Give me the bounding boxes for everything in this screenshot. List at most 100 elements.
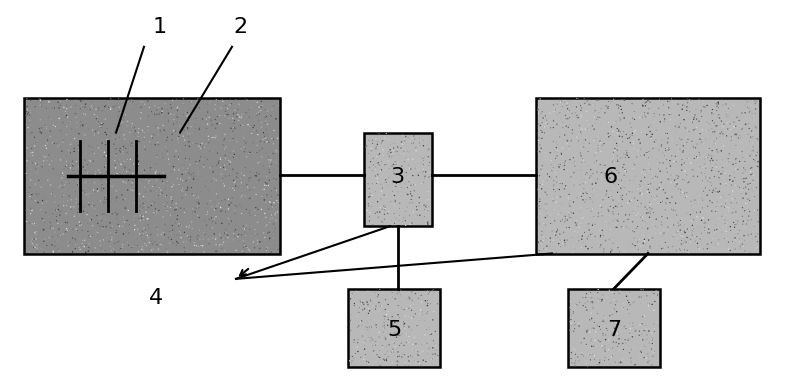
Point xyxy=(409,357,422,363)
Point xyxy=(700,128,713,134)
Point xyxy=(214,156,227,162)
Point xyxy=(357,328,370,335)
Point xyxy=(228,151,241,158)
Point xyxy=(726,238,739,245)
Point xyxy=(704,241,717,247)
Point xyxy=(222,238,234,245)
Point xyxy=(136,102,149,108)
Point xyxy=(583,329,596,335)
Point xyxy=(689,112,702,119)
Point xyxy=(114,147,126,154)
Point xyxy=(131,168,144,174)
Point xyxy=(21,103,34,110)
Point xyxy=(742,121,755,127)
Point xyxy=(172,223,185,229)
Point xyxy=(55,148,68,154)
Point xyxy=(114,129,127,136)
Point xyxy=(599,325,612,332)
Point xyxy=(145,202,158,209)
Point xyxy=(265,212,278,218)
Point xyxy=(586,352,598,358)
Point xyxy=(372,215,385,221)
Point xyxy=(402,355,414,361)
Point xyxy=(49,123,62,129)
Point xyxy=(45,248,58,254)
Point xyxy=(613,340,626,347)
Point xyxy=(154,191,167,197)
Point xyxy=(106,128,118,134)
Point xyxy=(193,215,206,221)
Point xyxy=(255,124,268,130)
Point xyxy=(270,176,282,183)
Point xyxy=(552,241,565,247)
Point xyxy=(234,115,247,121)
Point xyxy=(150,161,162,167)
Point xyxy=(360,313,373,319)
Point xyxy=(697,215,710,221)
Point xyxy=(428,289,441,295)
Point xyxy=(576,233,589,239)
Point xyxy=(611,189,624,195)
Point xyxy=(661,175,674,181)
Point xyxy=(165,111,178,117)
Point xyxy=(574,220,587,226)
Point xyxy=(148,132,161,138)
Point xyxy=(20,112,33,119)
Point xyxy=(720,221,733,227)
Point xyxy=(44,182,57,188)
Point xyxy=(567,210,580,216)
Point xyxy=(380,358,393,364)
Point xyxy=(656,198,669,204)
Point xyxy=(149,212,162,218)
Point xyxy=(344,327,357,333)
Point xyxy=(369,166,382,172)
Point xyxy=(68,145,81,151)
Point xyxy=(121,156,134,163)
Point xyxy=(594,296,606,303)
Point xyxy=(620,168,633,175)
Point xyxy=(586,299,599,305)
Point xyxy=(648,175,661,181)
Point xyxy=(179,142,192,149)
Point xyxy=(179,116,192,122)
Point xyxy=(377,356,390,362)
Point xyxy=(172,133,185,140)
Point xyxy=(118,179,131,185)
Point xyxy=(374,355,386,361)
Point xyxy=(181,232,194,239)
Point xyxy=(663,158,676,164)
Point xyxy=(589,337,602,344)
Point xyxy=(28,238,41,244)
Point xyxy=(550,121,563,128)
Point xyxy=(201,209,214,215)
Point xyxy=(550,153,563,159)
Point xyxy=(622,135,634,142)
Point xyxy=(155,105,168,112)
Point xyxy=(33,191,46,197)
Point xyxy=(96,246,109,253)
Point xyxy=(625,197,638,204)
Point xyxy=(608,147,621,154)
Point xyxy=(632,106,645,113)
Point xyxy=(95,120,108,126)
Point xyxy=(126,144,139,150)
Point xyxy=(572,238,585,244)
Point xyxy=(31,199,44,206)
Point xyxy=(549,188,562,195)
Point xyxy=(641,226,654,232)
Point xyxy=(662,176,674,182)
Point xyxy=(212,200,225,207)
Point xyxy=(569,351,582,357)
Point xyxy=(374,168,387,174)
Point xyxy=(535,135,548,142)
Point xyxy=(410,209,423,215)
Point xyxy=(113,139,126,145)
Point xyxy=(705,211,718,217)
Point xyxy=(65,206,78,212)
Point xyxy=(397,351,410,357)
Point xyxy=(427,337,440,344)
Point xyxy=(38,195,51,201)
Point xyxy=(199,154,212,161)
Point xyxy=(596,296,609,303)
Point xyxy=(51,232,64,238)
